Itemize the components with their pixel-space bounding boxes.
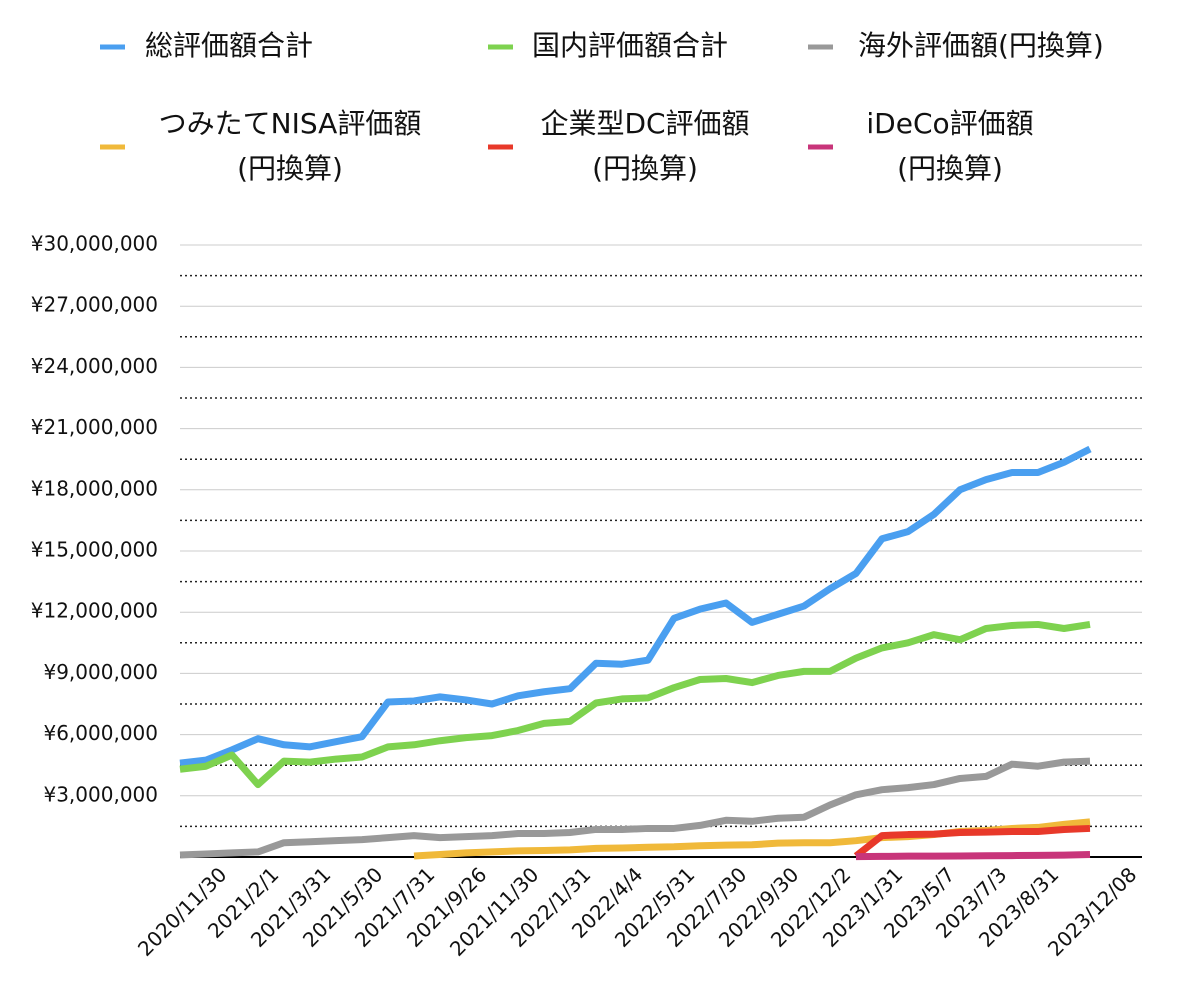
legend-label: iDeCo評価額 (円換算) [866, 107, 1033, 185]
y-tick-label: ¥21,000,000 [31, 415, 158, 439]
legend-line: (円換算) [897, 152, 1003, 185]
legend-label: 総評価額合計 [145, 29, 313, 62]
y-tick-label: ¥6,000,000 [43, 721, 158, 745]
series-line [179, 445, 1092, 767]
y-tick-label: ¥27,000,000 [31, 293, 158, 317]
series-line [855, 851, 1091, 861]
legend-label: 国内評価額合計 [532, 29, 728, 62]
y-tick-label: ¥9,000,000 [43, 660, 158, 684]
series-line [853, 824, 1091, 859]
series-line [179, 757, 1091, 859]
legend-label: 海外評価額(円換算) [858, 29, 1104, 62]
legend-line: iDeCo評価額 [866, 107, 1033, 140]
y-tick-label: ¥30,000,000 [31, 232, 158, 256]
y-tick-label: ¥15,000,000 [31, 538, 158, 562]
legend-line: つみたてNISA評価額 [159, 107, 422, 140]
legend-label: つみたてNISA評価額 (円換算) [159, 107, 422, 185]
y-tick-label: ¥12,000,000 [31, 599, 158, 623]
y-tick-label: ¥3,000,000 [43, 782, 158, 806]
y-tick-label: ¥18,000,000 [31, 476, 158, 500]
series-line [179, 620, 1091, 789]
legend-line: (円換算) [237, 152, 343, 185]
legend-line: 企業型DC評価額 [540, 107, 749, 140]
legend-line: (円換算) [592, 152, 698, 185]
y-tick-label: ¥24,000,000 [31, 354, 158, 378]
legend-label: 企業型DC評価額 (円換算) [540, 107, 749, 185]
